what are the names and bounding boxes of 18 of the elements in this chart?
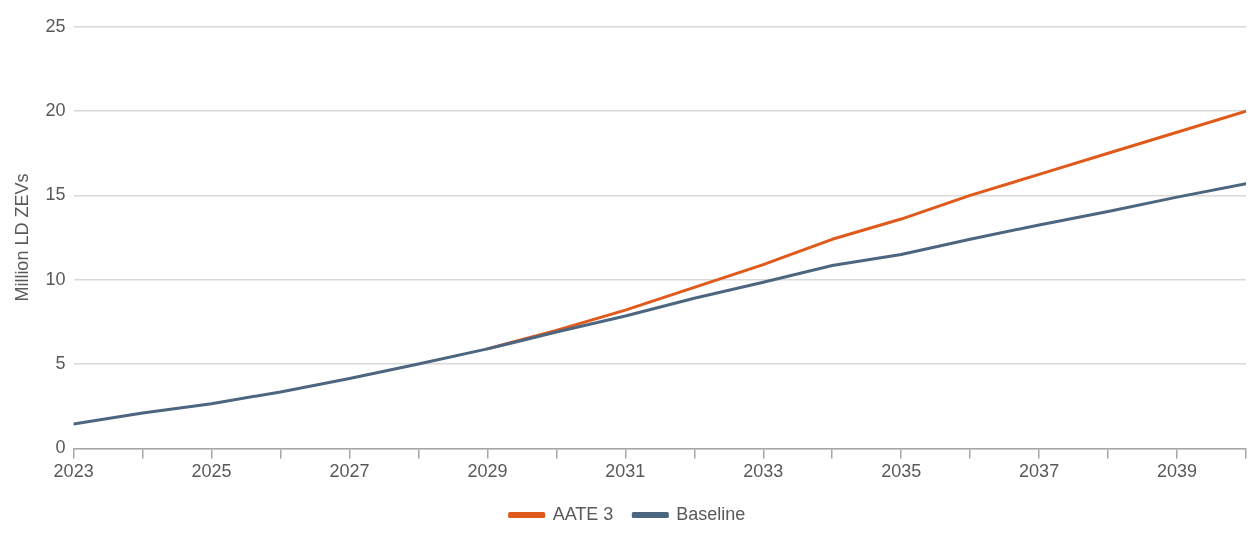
y-tick-label: 0 [55,437,66,458]
x-tick-label: 2033 [743,461,784,482]
x-tick-label: 2029 [467,461,508,482]
y-tick-label: 25 [45,15,66,36]
y-axis-title: Million LD ZEVs [11,173,32,302]
x-tick-label: 2037 [1019,461,1060,482]
x-tick-label: 2031 [605,461,646,482]
y-tick-label: 5 [55,353,66,374]
legend-label: AATE 3 [552,503,614,524]
y-tick-label: 10 [45,268,66,289]
y-tick-label: 20 [45,100,66,121]
x-tick-label: 2039 [1157,461,1198,482]
x-tick-label: 2035 [881,461,922,482]
legend-label: Baseline [676,503,746,524]
y-tick-label: 15 [45,184,66,205]
x-tick-label: 2027 [329,461,370,482]
x-tick-label: 2025 [191,461,232,482]
x-tick-label: 2023 [53,461,94,482]
